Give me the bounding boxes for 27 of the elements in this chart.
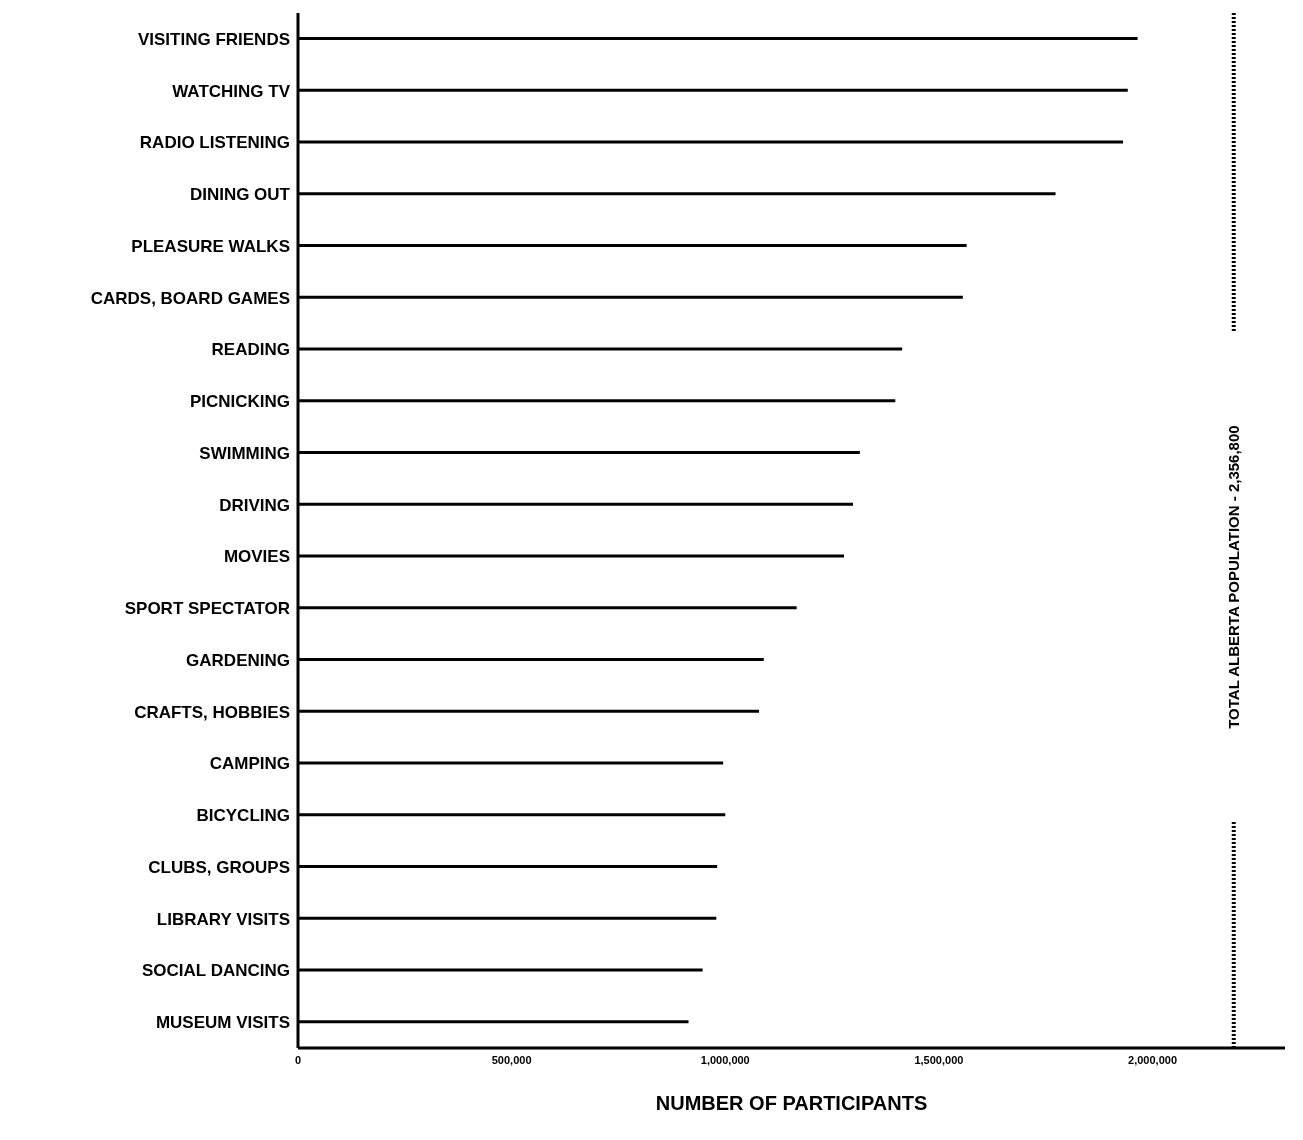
y-tick-label: RADIO LISTENING (139, 133, 290, 153)
y-tick-label: BICYCLING (196, 806, 290, 826)
y-tick-label: READING (211, 340, 290, 360)
y-tick-label: SOCIAL DANCING (142, 961, 290, 981)
y-tick-label: LIBRARY VISITS (156, 909, 290, 929)
y-tick-label: PLEASURE WALKS (131, 236, 290, 256)
y-tick-label: PICNICKING (189, 392, 290, 412)
y-tick-label: SPORT SPECTATOR (124, 599, 290, 619)
y-tick-label: CRAFTS, HOBBIES (134, 702, 290, 722)
x-tick-label: 1,500,000 (914, 1053, 964, 1066)
y-tick-label: SWIMMING (199, 443, 290, 463)
y-tick-label: DRIVING (219, 495, 290, 515)
y-tick-label: MOVIES (223, 547, 290, 567)
x-axis-title: NUMBER OF PARTICIPANTS (655, 1092, 928, 1114)
x-tick-label: 0 (294, 1053, 302, 1066)
y-tick-label: MUSEUM VISITS (155, 1013, 290, 1033)
y-tick-label: VISITING FRIENDS (137, 29, 290, 49)
x-tick-label: 500,000 (491, 1053, 532, 1066)
y-tick-label: CAMPING (209, 754, 290, 774)
x-tick-label: 2,000,000 (1128, 1053, 1178, 1066)
y-tick-label: GARDENING (186, 650, 290, 670)
y-tick-label: CLUBS, GROUPS (148, 857, 290, 877)
ref-line-label: TOTAL ALBERTA POPULATION - 2,356,800 (1225, 425, 1243, 729)
y-tick-label: DINING OUT (189, 185, 291, 205)
y-tick-label: CARDS, BOARD GAMES (90, 288, 290, 308)
x-tick-label: 1,000,000 (700, 1053, 750, 1066)
y-tick-label: WATCHING TV (172, 81, 291, 101)
